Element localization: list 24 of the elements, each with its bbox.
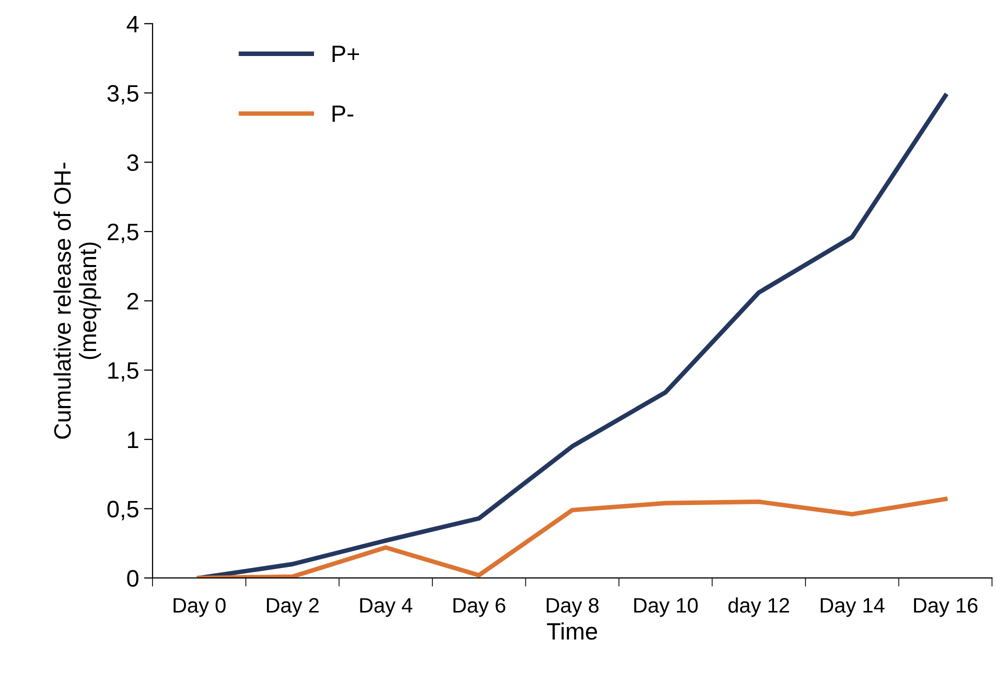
legend-label: P+ [332, 46, 360, 62]
y-tick-label: 0,5 [107, 500, 138, 520]
y-tick-label: 4 [126, 16, 139, 32]
y-tick-label: 2,5 [108, 224, 138, 244]
x-tick-label: day 12 [728, 597, 790, 617]
y-tick-label: 2 [127, 292, 138, 310]
x-tick-label: Day 2 [266, 598, 319, 617]
x-tick-label: Day 4 [360, 598, 412, 617]
x-tick-label: Day 10 [634, 598, 698, 617]
x-tick-label: Day 16 [914, 598, 978, 617]
y-tick-label: 3 [127, 154, 138, 172]
y-tick-label: 1 [128, 432, 138, 448]
x-tick-label: Day 6 [454, 598, 506, 617]
x-tick-label: Day 0 [174, 598, 226, 617]
line-series [196, 496, 948, 578]
y-tick-label: 1,5 [108, 362, 138, 382]
y-tick-label: 0 [127, 570, 138, 587]
x-tick-label: Day 14 [820, 598, 884, 617]
legend-label: P- [332, 106, 354, 122]
x-axis-title: Time [547, 622, 598, 640]
x-tick-label: Day 8 [546, 598, 599, 617]
line-series [196, 93, 948, 578]
y-tick-label: 3,5 [107, 85, 138, 105]
y-axis-title: Cumulative release of OH- (meq/plant) [54, 162, 101, 439]
